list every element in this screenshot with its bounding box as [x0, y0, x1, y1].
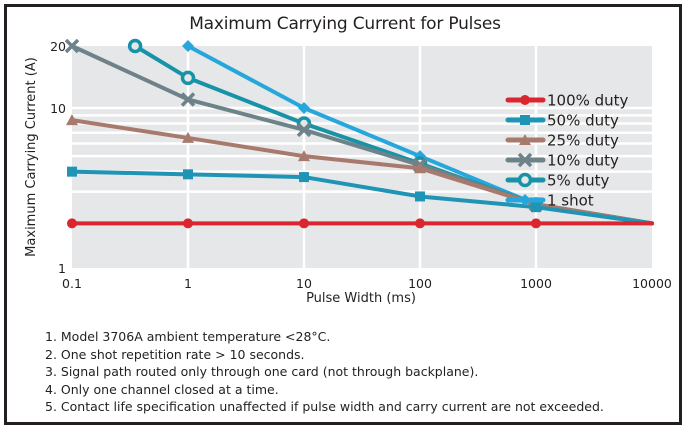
- legend-label: 25% duty: [547, 132, 619, 150]
- x-tick-label: 10000: [632, 276, 672, 291]
- y-tick-label: 1: [58, 261, 66, 276]
- data-point: [415, 191, 425, 202]
- data-point: [183, 218, 193, 229]
- x-tick-label: 0.1: [62, 276, 82, 291]
- footnote: 5. Contact life specification unaffected…: [45, 399, 604, 414]
- legend-label: 5% duty: [547, 172, 609, 190]
- legend-item: 10% duty: [505, 152, 619, 170]
- data-point: [299, 218, 309, 229]
- legend-label: 50% duty: [547, 112, 619, 130]
- data-point: [127, 38, 143, 54]
- x-tick-label: 100: [408, 276, 432, 291]
- data-point: [414, 162, 426, 174]
- legend-label: 100% duty: [547, 92, 629, 110]
- x-axis-label: Pulse Width (ms): [306, 291, 416, 306]
- data-point: [180, 70, 196, 86]
- legend-item: 1 shot: [505, 192, 594, 210]
- x-tick-labels: 0.1 1 10 100 1000 10000: [62, 276, 672, 291]
- data-point: [67, 166, 77, 177]
- y-tick-label: 10: [50, 101, 66, 116]
- data-point: [182, 40, 194, 52]
- legend: 100% duty 50% duty 25% duty 10% duty 5% duty…: [505, 92, 629, 210]
- legend-marker: [519, 194, 531, 206]
- footnote: 4. Only one channel closed at a time.: [45, 381, 279, 397]
- footnote: 2. One shot repetition rate > 10 seconds…: [45, 346, 305, 362]
- data-point: [64, 38, 80, 54]
- y-axis-label: Maximum Carrying Current (A): [24, 57, 39, 257]
- legend-marker: [520, 95, 530, 105]
- series-line: [70, 118, 654, 226]
- legend-marker: [517, 152, 533, 168]
- data-point: [296, 122, 312, 138]
- series-50-duty: [67, 166, 654, 226]
- y-tick-labels: 1 10 20: [50, 39, 66, 276]
- data-point: [180, 92, 196, 107]
- data-point: [531, 218, 541, 229]
- legend-marker: [519, 134, 531, 145]
- data-point: [66, 114, 78, 126]
- x-tick-label: 10: [296, 276, 312, 291]
- data-point: [531, 202, 541, 213]
- footnote: 1. Model 3706A ambient temperature <28°C…: [45, 329, 331, 344]
- legend-item: 5% duty: [505, 172, 609, 190]
- data-point: [299, 172, 309, 183]
- legend-label: 10% duty: [547, 152, 619, 170]
- footnote: 3. Signal path routed only through one c…: [45, 364, 479, 379]
- data-point: [182, 131, 194, 143]
- series-100-duty: [67, 218, 654, 229]
- legend-label: 1 shot: [547, 192, 594, 210]
- data-point: [415, 218, 425, 229]
- legend-item: 100% duty: [505, 92, 629, 110]
- chart-title: Maximum Carrying Current for Pulses: [189, 14, 501, 34]
- data-point: [183, 169, 193, 180]
- footnotes: 1. Model 3706A ambient temperature <28°C…: [45, 328, 604, 416]
- data-point: [67, 218, 77, 229]
- data-point: [298, 150, 310, 162]
- legend-item: 50% duty: [505, 112, 619, 130]
- legend-item: 25% duty: [505, 132, 619, 150]
- series-line: [70, 169, 654, 226]
- legend-marker: [520, 115, 530, 125]
- series-lines: [64, 38, 654, 229]
- legend-marker: [517, 172, 533, 188]
- x-tick-label: 1: [184, 276, 192, 291]
- x-tick-label: 1000: [520, 276, 552, 291]
- data-point: [298, 102, 310, 114]
- y-tick-label: 20: [50, 39, 66, 54]
